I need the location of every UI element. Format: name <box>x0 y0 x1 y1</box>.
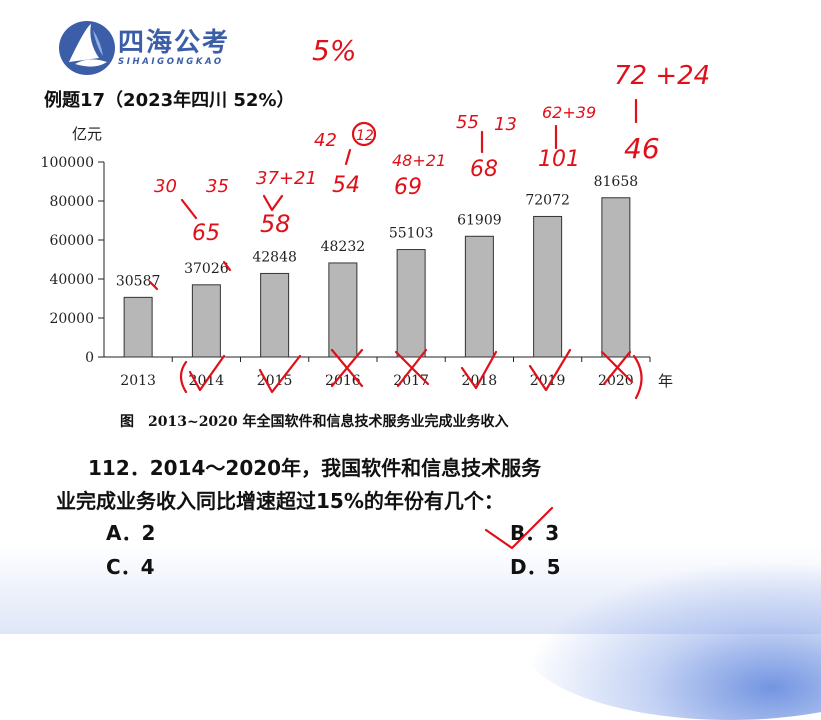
value-labels: 30587 37026 42848 48232 55103 61909 72072 81658 <box>116 174 638 290</box>
x-tick-label: 2016 <box>325 373 361 389</box>
bar-2017 <box>396 249 426 358</box>
value-label: 55103 <box>389 226 434 242</box>
brand-logo-icon <box>59 21 115 75</box>
y-tick-label: 100000 <box>41 155 94 171</box>
bar-2014 <box>191 284 221 358</box>
x-tick-label: 2015 <box>257 373 293 389</box>
option-a[interactable]: A．2 <box>106 521 156 545</box>
value-label: 72072 <box>525 192 570 208</box>
value-label: 48232 <box>321 239 366 255</box>
x-tick-label: 2013 <box>120 373 156 389</box>
chart-title: 图 2013~2020 年全国软件和信息技术服务业完成业务收入 <box>120 413 509 430</box>
y-tick-label: 40000 <box>49 272 94 288</box>
y-tick-label: 0 <box>85 350 94 366</box>
brand-subtitle: SIHAIGONGKAO <box>118 57 224 67</box>
option-b[interactable]: B．3 <box>510 521 560 545</box>
x-tick-label: 2014 <box>189 373 225 389</box>
x-tick-label: 2020 <box>598 373 634 389</box>
bar-2020 <box>601 197 631 358</box>
value-label: 61909 <box>457 212 502 228</box>
bar-2015 <box>260 272 290 358</box>
y-tick-label: 60000 <box>49 233 94 249</box>
question-line-1: 112．2014～2020年，我国软件和信息技术服务 <box>88 456 542 480</box>
question-line-2: 业完成业务收入同比增速超过15%的年份有几个： <box>56 489 504 513</box>
x-ticks: 2013 2014 2015 2016 2017 2018 2019 2020 <box>120 357 651 389</box>
value-label: 81658 <box>594 174 639 190</box>
y-ticks: 0 20000 40000 60000 80000 100000 <box>41 155 104 366</box>
brand-name: 四海公考 <box>118 28 231 58</box>
x-tick-label: 2019 <box>530 373 566 389</box>
option-c[interactable]: C．4 <box>106 555 155 579</box>
example-title: 例题17（2023年四川 52%） <box>44 90 295 111</box>
x-tick-label: 2017 <box>393 373 429 389</box>
value-label: 30587 <box>116 273 161 289</box>
y-tick-label: 20000 <box>49 311 94 327</box>
bar-2019 <box>533 215 563 358</box>
bars <box>123 197 631 358</box>
value-label: 42848 <box>252 249 297 265</box>
y-tick-label: 80000 <box>49 194 94 210</box>
bar-2013 <box>123 296 153 358</box>
x-axis-label: 年 <box>658 372 673 390</box>
bar-2016 <box>328 262 358 358</box>
option-d[interactable]: D．5 <box>510 555 561 579</box>
bar-2018 <box>464 235 494 358</box>
value-label: 37026 <box>184 261 229 277</box>
y-axis-label: 亿元 <box>72 125 102 143</box>
x-tick-label: 2018 <box>462 373 498 389</box>
